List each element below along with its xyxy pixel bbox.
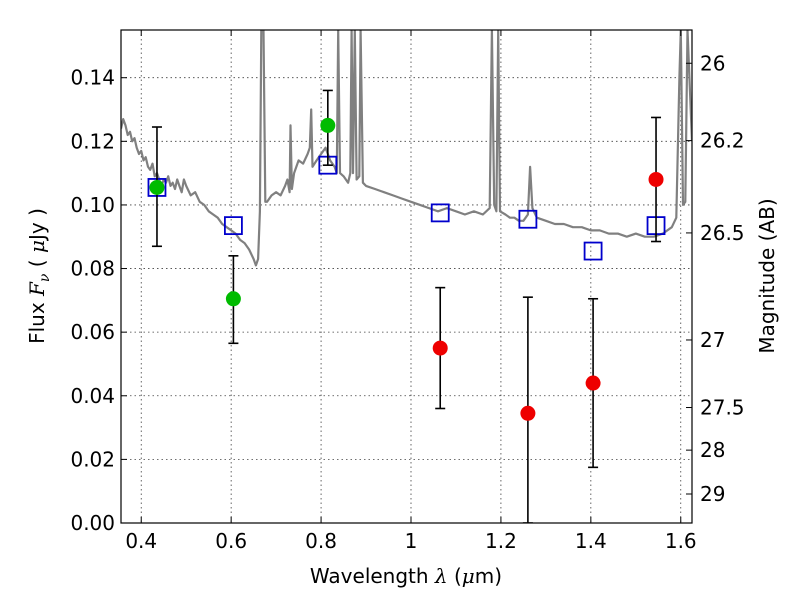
optical-data-point (149, 179, 165, 195)
y2-tick-label: 29 (700, 482, 725, 506)
nir-data-point (432, 340, 448, 356)
plot-area (121, 30, 692, 523)
x-tick-label: 0.4 (125, 529, 157, 553)
y-tick-label: 0.08 (70, 257, 115, 281)
plot-frame (120, 29, 693, 524)
y2-tick-label: 26.5 (700, 221, 745, 245)
y-tick-label: 0.00 (70, 511, 115, 535)
y-tick-label: 0.14 (70, 66, 115, 90)
y-tick-label: 0.02 (70, 447, 115, 471)
nir-data-point (520, 405, 536, 421)
grid-lines (121, 30, 692, 524)
x-axis-title: Wavelength λ (μm) (310, 564, 502, 588)
x-tick-label: 0.8 (305, 529, 337, 553)
optical-data-point (225, 291, 241, 307)
nir-data-point (648, 171, 664, 187)
x-tick-label: 1.4 (575, 529, 607, 553)
model-band-square (583, 241, 603, 261)
y2-tick-label: 26.2 (700, 129, 745, 153)
y-tick-label: 0.06 (70, 320, 115, 344)
x-tick-label: 1.2 (485, 529, 517, 553)
y2-axis-title: Magnitude (AB) (755, 198, 779, 353)
model-band-square (430, 203, 450, 223)
nir-data-point (585, 375, 601, 391)
optical-data-point (320, 117, 336, 133)
y-tick-label: 0.10 (70, 193, 115, 217)
model-band-square (518, 209, 538, 229)
y2-tick-label: 27.5 (700, 396, 745, 420)
y2-tick-label: 28 (700, 438, 725, 462)
model-band-square (224, 216, 243, 236)
y-tick-label: 0.04 (70, 384, 115, 408)
y-axis-title: Flux Fν ( μJy ) (25, 208, 53, 344)
x-tick-label: 0.6 (215, 529, 247, 553)
y2-tick-label: 27 (700, 328, 725, 352)
y-tick-label: 0.12 (70, 129, 115, 153)
x-tick-label: 1.6 (665, 529, 697, 553)
y2-tick-label: 26 (700, 51, 725, 75)
x-tick-label: 1 (405, 529, 418, 553)
model-spectrum-line (121, 30, 692, 267)
axis-ticks: 0.4 0.6 0.8 1 1.2 1.4 1.6 0.00 0.02 0.04 0.06 0.08 0… (70, 30, 745, 553)
